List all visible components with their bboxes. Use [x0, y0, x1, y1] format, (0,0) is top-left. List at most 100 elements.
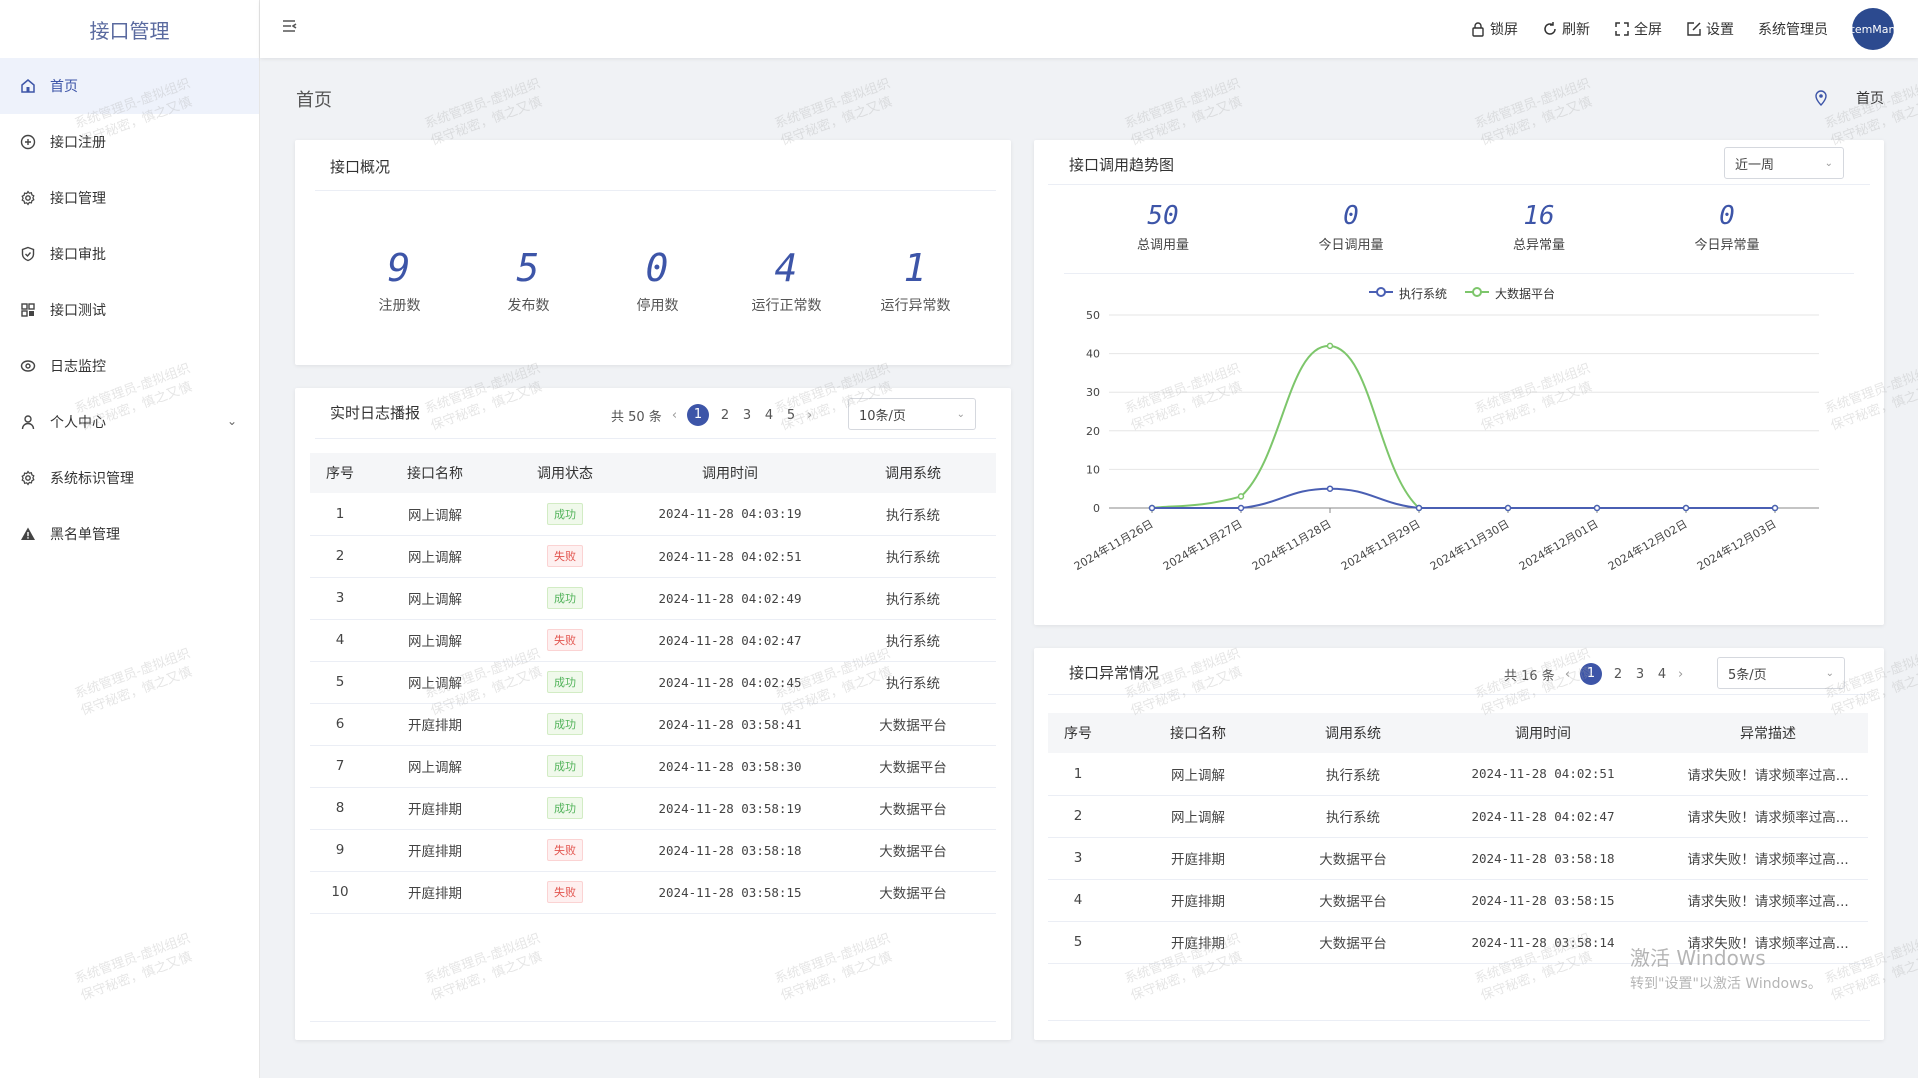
activation-hint: 转到"设置"以激活 Windows。: [1630, 976, 1822, 992]
divider: [310, 1021, 996, 1022]
data-point[interactable]: [1504, 504, 1512, 512]
table-row[interactable]: 3 开庭排期 大数据平台 2024-11-28 03:58:18 请求失败！请求频率过高…: [1048, 837, 1868, 880]
column-header[interactable]: 调用系统: [830, 453, 996, 493]
sidebar-item-8[interactable]: 黑名单管理: [0, 506, 259, 562]
data-point[interactable]: [1148, 504, 1156, 512]
row-number: 9: [310, 829, 370, 872]
prev-page-icon[interactable]: ‹: [1564, 666, 1571, 682]
sidebar-item-1[interactable]: 接口注册: [0, 114, 259, 170]
column-header[interactable]: 调用时间: [630, 453, 830, 493]
sidebar-item-6[interactable]: 个人中心 ⌄: [0, 394, 259, 450]
sidebar-item-5[interactable]: 日志监控: [0, 338, 259, 394]
refresh-button[interactable]: 刷新: [1542, 19, 1590, 39]
table-row[interactable]: 9 开庭排期 失败 2024-11-28 03:58:18 大数据平台: [310, 829, 996, 872]
call-time: 2024-11-28 03:58:18: [1418, 837, 1668, 880]
overview-stat: 1 运行异常数: [851, 245, 980, 315]
fullscreen-button[interactable]: 全屏: [1614, 19, 1662, 39]
table-row[interactable]: 5 网上调解 成功 2024-11-28 04:02:45 执行系统: [310, 661, 996, 704]
data-point[interactable]: [1593, 504, 1601, 512]
legend-item[interactable]: 执行系统: [1369, 285, 1447, 302]
sidebar-item-4[interactable]: 接口测试: [0, 282, 259, 338]
page-number[interactable]: 3: [1635, 666, 1645, 682]
overview-stat-value: 4: [774, 246, 799, 290]
table-row[interactable]: 4 开庭排期 大数据平台 2024-11-28 03:58:15 请求失败！请求频率过高…: [1048, 879, 1868, 922]
column-header[interactable]: 接口名称: [1108, 713, 1288, 753]
row-number: 1: [310, 493, 370, 536]
shield-check-icon: [20, 246, 36, 262]
table-row[interactable]: 5 开庭排期 大数据平台 2024-11-28 03:58:14 请求失败！请求频率过高…: [1048, 921, 1868, 964]
x-tick-label: 2024年12月01日: [1516, 516, 1600, 573]
page-number[interactable]: 4: [764, 407, 774, 423]
log-total: 共 50 条: [611, 409, 662, 425]
table-row[interactable]: 1 网上调解 执行系统 2024-11-28 04:02:51 请求失败！请求频率过高.…: [1048, 753, 1868, 796]
page-number[interactable]: 1: [1580, 663, 1603, 685]
app-logo-title: 接口管理: [89, 18, 170, 43]
call-system: 大数据平台: [1288, 879, 1418, 922]
abnormal-title: 接口异常情况: [1069, 664, 1160, 682]
overview-stat-label: 发布数: [507, 298, 550, 314]
column-header[interactable]: 调用时间: [1418, 713, 1668, 753]
table-row[interactable]: 3 网上调解 成功 2024-11-28 04:02:49 执行系统: [310, 577, 996, 620]
column-header[interactable]: 序号: [310, 453, 370, 493]
data-point[interactable]: [1326, 342, 1334, 350]
trend-stat: 0 今日调用量: [1257, 200, 1445, 253]
log-page-size-select[interactable]: 10条/页 ⌄: [848, 398, 976, 430]
abnormal-page-size-select[interactable]: 5条/页 ⌄: [1717, 657, 1845, 689]
status-cell: 失败: [500, 535, 630, 578]
page-number[interactable]: 4: [1657, 666, 1667, 682]
call-system: 执行系统: [830, 577, 996, 620]
page-number[interactable]: 1: [687, 404, 710, 426]
sidebar-item-0[interactable]: 首页: [0, 58, 259, 114]
table-row[interactable]: 6 开庭排期 成功 2024-11-28 03:58:41 大数据平台: [310, 703, 996, 746]
abnormal-page-size-value: 5条/页: [1728, 667, 1767, 683]
collapse-sidebar-icon[interactable]: [280, 16, 300, 36]
table-row[interactable]: 10 开庭排期 失败 2024-11-28 03:58:15 大数据平台: [310, 871, 996, 914]
data-point[interactable]: [1326, 485, 1334, 492]
sidebar-item-2[interactable]: 接口管理: [0, 170, 259, 226]
table-row[interactable]: 8 开庭排期 成功 2024-11-28 03:58:19 大数据平台: [310, 787, 996, 830]
settings-button[interactable]: 设置: [1686, 19, 1734, 39]
table-row[interactable]: 7 网上调解 成功 2024-11-28 03:58:30 大数据平台: [310, 745, 996, 788]
trend-range-select[interactable]: 近一周 ⌄: [1724, 147, 1844, 179]
status-cell: 失败: [500, 871, 630, 914]
prev-page-icon[interactable]: ‹: [671, 407, 678, 423]
call-time: 2024-11-28 03:58:15: [630, 871, 830, 914]
divider: [1048, 1020, 1870, 1021]
table-row[interactable]: 2 网上调解 失败 2024-11-28 04:02:51 执行系统: [310, 535, 996, 578]
trend-stat-value: 0: [1719, 201, 1735, 231]
x-tick-label: 2024年11月27日: [1160, 516, 1244, 573]
x-tick-label: 2024年12月03日: [1694, 516, 1778, 573]
column-header[interactable]: 调用状态: [500, 453, 630, 493]
data-point[interactable]: [1771, 504, 1779, 512]
column-header[interactable]: 异常描述: [1668, 713, 1868, 753]
legend-item[interactable]: 大数据平台: [1465, 285, 1555, 302]
call-time: 2024-11-28 04:02:47: [630, 619, 830, 662]
sidebar-item-7[interactable]: 系统标识管理: [0, 450, 259, 506]
column-header[interactable]: 接口名称: [370, 453, 500, 493]
error-description: 请求失败！请求频率过高...: [1668, 795, 1868, 838]
avatar[interactable]: temMan: [1852, 8, 1894, 50]
column-header[interactable]: 调用系统: [1288, 713, 1418, 753]
watermark-line: 系统管理员-虚拟组织: [1122, 76, 1243, 132]
next-page-icon[interactable]: ›: [807, 407, 813, 423]
table-row[interactable]: 2 网上调解 执行系统 2024-11-28 04:02:47 请求失败！请求频率过高.…: [1048, 795, 1868, 838]
page-number[interactable]: 5: [786, 407, 796, 423]
sidebar-item-3[interactable]: 接口审批: [0, 226, 259, 282]
user-menu[interactable]: 系统管理员: [1758, 19, 1828, 39]
home-icon: [20, 78, 36, 94]
table-row[interactable]: 4 网上调解 失败 2024-11-28 04:02:47 执行系统: [310, 619, 996, 662]
column-header[interactable]: 序号: [1048, 713, 1108, 753]
table-row[interactable]: 1 网上调解 成功 2024-11-28 04:03:19 执行系统: [310, 493, 996, 536]
page-number[interactable]: 3: [742, 407, 752, 423]
data-point[interactable]: [1682, 504, 1690, 512]
data-point[interactable]: [1237, 493, 1245, 500]
next-page-icon[interactable]: ›: [1678, 666, 1684, 682]
breadcrumb-home[interactable]: 首页: [1856, 91, 1884, 107]
interface-name: 网上调解: [370, 577, 500, 620]
data-point[interactable]: [1415, 504, 1423, 512]
lock-screen-button[interactable]: 锁屏: [1470, 19, 1518, 39]
data-point[interactable]: [1237, 504, 1245, 512]
page-number[interactable]: 2: [1613, 666, 1623, 682]
page-number[interactable]: 2: [720, 407, 730, 423]
